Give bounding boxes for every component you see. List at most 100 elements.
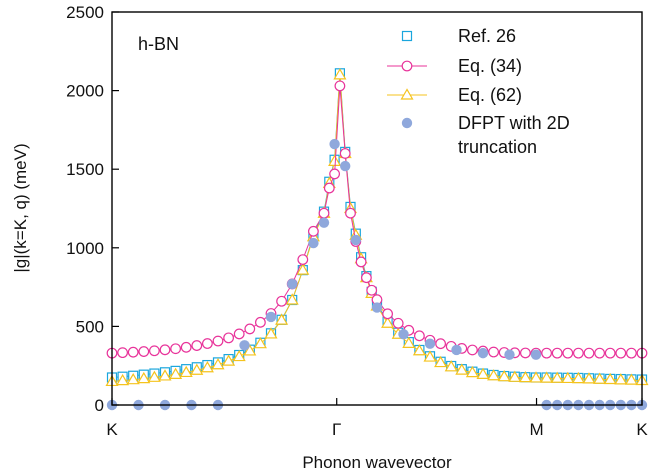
x-tick-label: K xyxy=(106,420,118,439)
data-point xyxy=(127,346,139,358)
data-point xyxy=(318,217,330,228)
data-point xyxy=(614,373,628,385)
data-point xyxy=(147,370,161,382)
data-point xyxy=(340,160,351,172)
data-point xyxy=(285,293,299,305)
data-point xyxy=(518,370,532,383)
data-point xyxy=(541,347,552,359)
data-point xyxy=(211,358,225,370)
data-point xyxy=(371,302,383,313)
data-point xyxy=(604,347,616,359)
legend-entry: Ref. 26 xyxy=(401,26,516,46)
legend-marker xyxy=(401,60,413,72)
data-point xyxy=(180,341,192,353)
legend-entry: DFPT with 2D truncation xyxy=(401,113,570,157)
data-point xyxy=(497,370,511,382)
data-point xyxy=(334,80,346,92)
data-point xyxy=(487,369,501,381)
data-point xyxy=(398,329,409,340)
legend-label: Ref. 26 xyxy=(458,26,516,46)
data-point xyxy=(381,316,395,328)
data-point xyxy=(626,347,637,359)
data-point xyxy=(451,344,462,356)
y-tick-label: 2000 xyxy=(66,82,104,101)
panel-annotation: h-BN xyxy=(138,34,179,54)
data-point xyxy=(583,347,595,359)
data-point xyxy=(467,344,478,356)
data-point xyxy=(201,338,213,349)
data-point xyxy=(529,371,543,383)
data-point xyxy=(138,346,150,357)
data-point xyxy=(264,327,278,339)
data-point xyxy=(530,349,542,360)
data-point xyxy=(350,234,361,246)
data-point xyxy=(465,365,479,378)
series-circle xyxy=(106,80,648,359)
data-point xyxy=(573,347,584,359)
y-tick-label: 2500 xyxy=(66,3,104,22)
data-point xyxy=(435,338,447,350)
data-point xyxy=(169,367,183,379)
data-point xyxy=(329,168,341,180)
data-point xyxy=(253,336,267,349)
data-point xyxy=(223,332,235,344)
data-point xyxy=(308,237,319,249)
data-point xyxy=(488,346,500,358)
data-point xyxy=(244,323,256,335)
data-point xyxy=(170,343,182,355)
y-axis-label: |g|(k=K, q) (meV) xyxy=(11,143,30,272)
data-point xyxy=(361,272,372,284)
data-point xyxy=(520,347,531,359)
data-point xyxy=(382,308,394,320)
data-point xyxy=(239,340,250,351)
legend-label: Eq. (34) xyxy=(458,56,522,76)
legend-marker xyxy=(401,30,413,42)
data-point xyxy=(366,284,378,296)
chart-marks xyxy=(105,68,649,411)
data-point xyxy=(308,225,319,237)
data-point xyxy=(355,256,367,268)
data-point xyxy=(297,254,309,265)
data-point xyxy=(582,372,596,384)
data-point xyxy=(276,295,288,307)
legend-entry: Eq. (62) xyxy=(387,85,522,105)
data-point xyxy=(191,340,203,351)
data-point xyxy=(159,344,171,356)
legend-label: DFPT with 2D xyxy=(458,113,570,133)
data-point xyxy=(345,207,356,219)
data-point xyxy=(200,361,214,373)
data-point xyxy=(318,207,330,219)
data-point xyxy=(222,354,236,366)
data-point xyxy=(504,349,515,360)
data-point xyxy=(126,372,140,385)
data-point xyxy=(594,347,605,359)
x-axis-label: Phonon wavevector xyxy=(302,453,452,471)
y-tick-label: 1500 xyxy=(66,160,104,179)
data-point xyxy=(508,370,522,382)
x-tick-label: Γ xyxy=(332,420,341,439)
data-point xyxy=(414,330,425,342)
y-tick-label: 500 xyxy=(76,317,104,336)
data-point xyxy=(561,371,575,384)
data-point xyxy=(455,363,469,375)
legend-entry: Eq. (34) xyxy=(387,56,522,76)
y-tick-label: 0 xyxy=(95,396,104,415)
y-tick-label: 1000 xyxy=(66,239,104,258)
legend-marker xyxy=(400,88,414,100)
data-point xyxy=(392,317,404,329)
data-point xyxy=(540,371,554,383)
data-point xyxy=(212,335,224,347)
data-point xyxy=(233,328,245,340)
data-point xyxy=(402,336,416,348)
data-point xyxy=(593,372,607,384)
legend-marker xyxy=(401,117,413,129)
data-point xyxy=(158,369,172,381)
data-point xyxy=(117,347,128,359)
axis-ticks: 0 500 1000 1500 2000 2500 K Γ M K xyxy=(66,3,648,439)
data-point xyxy=(550,371,564,383)
data-point xyxy=(339,148,351,159)
data-point xyxy=(116,373,130,386)
legend-label-cont: truncation xyxy=(458,137,537,157)
data-point xyxy=(232,349,246,362)
